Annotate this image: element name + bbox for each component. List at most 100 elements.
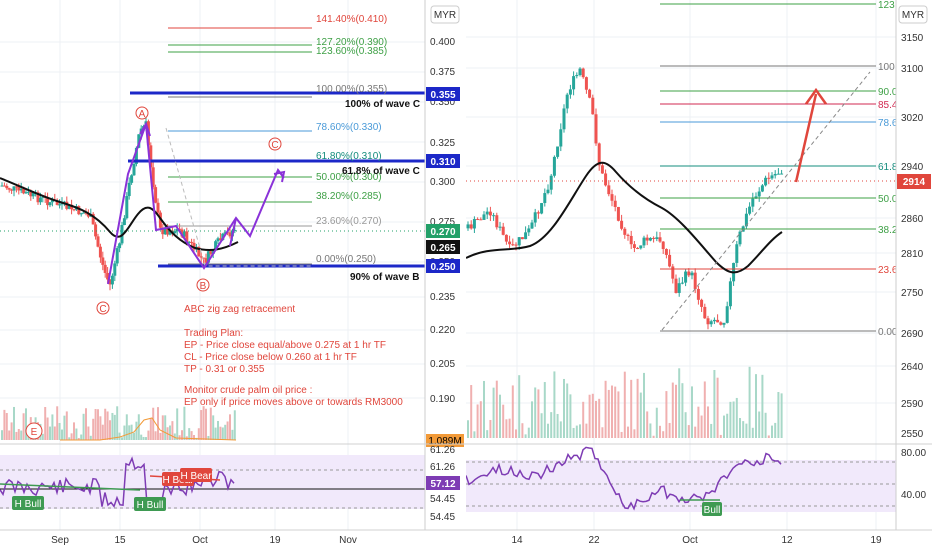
fib-label: 85.4 — [878, 100, 898, 111]
candle-body — [5, 185, 9, 189]
price-tick: 0.235 — [430, 292, 455, 303]
volume-bar — [489, 419, 492, 438]
volume-bar — [92, 418, 95, 440]
volume-bar — [767, 435, 770, 438]
volume-bar — [17, 429, 20, 440]
volume-bar — [1, 430, 3, 440]
volume-bar — [65, 411, 68, 440]
volume-bar — [169, 425, 171, 440]
candle-body — [485, 211, 489, 215]
volume-bar — [719, 434, 722, 438]
wave-label: 61.8% of wave C — [342, 166, 420, 177]
rsi-tick: 80.00 — [901, 448, 926, 459]
volume-bar — [193, 435, 195, 440]
candle-body — [613, 200, 617, 207]
candle-body — [588, 89, 592, 98]
volume-bar — [226, 421, 229, 440]
candle-body — [709, 321, 713, 325]
candle-body — [581, 68, 585, 78]
volume-bar — [646, 411, 649, 438]
volume-bar — [630, 379, 633, 438]
candle-body — [504, 234, 508, 242]
volume-bar — [97, 409, 99, 440]
fib-label: 123 — [878, 0, 895, 11]
volume-bar — [128, 425, 131, 440]
volume-bar — [229, 414, 231, 440]
volume-bar — [569, 394, 572, 438]
volume-bar — [572, 427, 575, 438]
volume-bar — [732, 401, 735, 438]
volume-bar — [22, 413, 25, 440]
volume-bar — [524, 434, 527, 438]
price-badge: 0.310 — [430, 157, 455, 168]
volume-bar — [486, 430, 489, 438]
price-tick: 0.205 — [430, 359, 455, 370]
candle-body — [738, 231, 742, 245]
candle-body — [578, 68, 582, 76]
fib-label: 100.00%(0.355) — [316, 84, 387, 95]
time-tick: Sep — [51, 535, 69, 546]
volume-bar — [582, 401, 585, 438]
candle-body — [65, 201, 69, 209]
volume-bar — [467, 420, 469, 438]
candle-body — [610, 194, 614, 201]
left-wave-path — [107, 123, 285, 285]
right-candles — [466, 67, 784, 330]
volume-bar — [99, 416, 102, 440]
volume-bar — [774, 422, 777, 438]
volume-bar — [116, 406, 119, 440]
volume-bar — [659, 425, 661, 438]
left-currency-label: MYR — [434, 10, 456, 21]
volume-bar — [614, 386, 617, 438]
right-rsi-labels: Bull — [702, 502, 722, 516]
left-volume-bars — [1, 406, 236, 440]
volume-bar — [121, 437, 123, 440]
time-tick: 19 — [870, 535, 882, 546]
candle-body — [722, 322, 726, 325]
volume-bar — [77, 437, 80, 440]
time-tick: 22 — [588, 535, 600, 546]
candle-body — [703, 306, 707, 319]
right-price-badges: 2914 — [897, 174, 931, 189]
right-grid — [466, 0, 896, 530]
right-projection-arrow — [794, 87, 828, 183]
candle-body — [19, 188, 23, 191]
rsi-label: H Bear — [180, 471, 212, 482]
candle-body — [632, 244, 636, 248]
time-tick: Nov — [339, 535, 357, 546]
left-currency-badge — [430, 5, 460, 24]
candle-body — [636, 247, 640, 249]
volume-bar — [212, 415, 215, 440]
volume-bar — [620, 431, 623, 438]
wave-label: 100% of wave C — [345, 99, 420, 110]
time-tick: 14 — [511, 535, 523, 546]
volume-bar — [142, 436, 145, 440]
price-badge: 0.265 — [430, 243, 455, 254]
volume-bar — [159, 432, 162, 440]
candle-body — [744, 213, 748, 227]
candle-body — [161, 227, 165, 235]
volume-bar — [697, 406, 700, 438]
volume-bar — [518, 375, 521, 438]
volume-bar — [601, 427, 604, 438]
candle-body — [706, 318, 710, 325]
candle-body — [479, 219, 483, 221]
price-tick: 2590 — [901, 399, 924, 410]
volume-bar — [140, 434, 143, 440]
volume-bar — [111, 412, 114, 440]
volume-bar — [649, 423, 652, 438]
candle-body — [202, 257, 206, 259]
left-wave-points: A B C C — [96, 106, 282, 315]
volume-bar — [154, 431, 157, 440]
price-tick: 2690 — [901, 329, 924, 340]
candle-body — [533, 212, 537, 223]
volume-bar — [652, 435, 655, 438]
candle-body — [7, 188, 11, 190]
candle-body — [751, 198, 755, 207]
volume-bar — [604, 380, 607, 438]
candle-body — [600, 165, 604, 174]
rsi-tick: 54.45 — [430, 494, 455, 505]
candle-body — [79, 213, 83, 215]
volume-bar — [761, 374, 764, 438]
volume-bar — [636, 378, 639, 438]
